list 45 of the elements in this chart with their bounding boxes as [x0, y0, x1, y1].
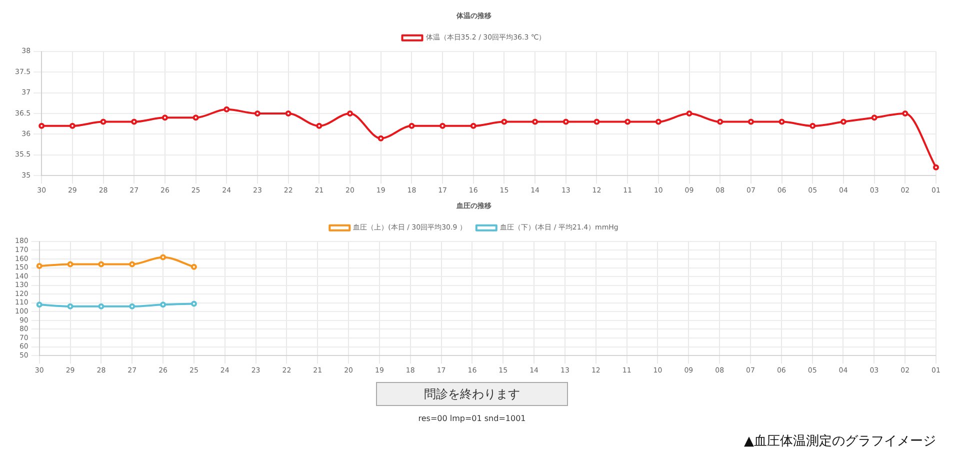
point — [254, 110, 260, 116]
point — [160, 254, 166, 260]
point — [192, 114, 199, 121]
point — [131, 118, 138, 125]
point — [562, 118, 569, 125]
point — [686, 110, 692, 116]
point — [69, 122, 76, 129]
point — [224, 106, 230, 112]
point — [378, 135, 384, 142]
point — [67, 261, 74, 268]
point — [38, 122, 45, 129]
point — [316, 122, 322, 129]
point — [440, 122, 446, 129]
point — [594, 118, 600, 125]
point — [810, 122, 816, 129]
point — [748, 118, 754, 125]
point — [778, 118, 785, 125]
point — [871, 114, 878, 121]
point — [190, 300, 197, 307]
point — [655, 118, 662, 125]
point — [100, 118, 106, 125]
point — [501, 118, 508, 125]
text: 問診を終わります — [376, 382, 568, 406]
point — [190, 264, 197, 270]
point — [408, 122, 415, 129]
point — [36, 302, 42, 308]
point — [162, 114, 168, 121]
point — [98, 261, 104, 268]
text: ▲血圧体温測定のグラフイメージ — [744, 433, 936, 450]
point — [129, 261, 136, 268]
point — [129, 303, 136, 310]
point — [160, 302, 166, 308]
point — [36, 262, 42, 269]
point — [933, 164, 939, 170]
point — [285, 110, 292, 116]
point — [67, 303, 74, 310]
point — [532, 118, 538, 125]
text: res=00 lmp=01 snd=1001 — [417, 414, 527, 423]
point — [840, 118, 846, 125]
point — [347, 110, 354, 116]
point — [902, 110, 908, 116]
point — [470, 122, 476, 129]
point — [624, 118, 631, 125]
point — [98, 303, 104, 310]
point — [717, 118, 724, 125]
